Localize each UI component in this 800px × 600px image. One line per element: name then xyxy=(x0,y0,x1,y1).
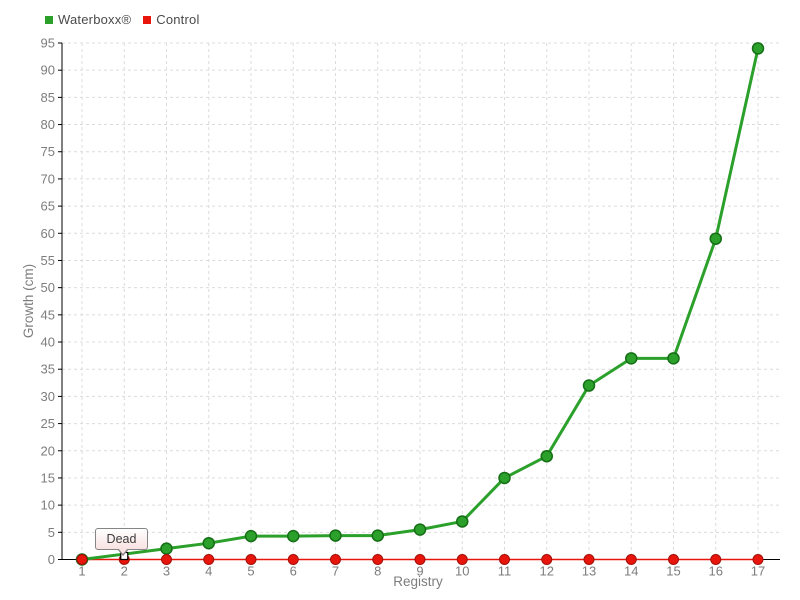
y-tick-label: 0 xyxy=(48,552,55,567)
x-tick-label: 8 xyxy=(374,564,381,579)
y-tick-label: 45 xyxy=(41,307,55,322)
dead-tooltip-label: Dead xyxy=(106,532,137,546)
dead-tooltip: Dead xyxy=(95,528,148,556)
data-point-waterboxx[interactable] xyxy=(667,352,680,365)
y-tick-label: 95 xyxy=(41,36,55,51)
x-tick-label: 5 xyxy=(247,564,254,579)
data-point-waterboxx[interactable] xyxy=(625,352,638,365)
legend-item-control[interactable]: Control xyxy=(143,12,199,27)
x-tick-label: 16 xyxy=(709,564,723,579)
x-tick-label: 13 xyxy=(582,564,596,579)
x-axis-title: Registry xyxy=(393,574,443,589)
x-tick-label: 6 xyxy=(290,564,297,579)
data-point-waterboxx[interactable] xyxy=(456,515,469,528)
data-point-waterboxx[interactable] xyxy=(582,379,596,392)
legend-label: Waterboxx® xyxy=(58,12,132,27)
y-tick-label: 25 xyxy=(41,416,55,431)
data-point-waterboxx[interactable] xyxy=(287,529,300,543)
y-tick-label: 80 xyxy=(41,117,55,132)
y-tick-label: 60 xyxy=(41,226,55,241)
x-tick-label: 1 xyxy=(78,564,85,579)
y-tick-label: 15 xyxy=(41,470,55,485)
data-point-control[interactable] xyxy=(245,554,257,565)
data-point-control[interactable] xyxy=(414,554,426,565)
data-point-waterboxx[interactable] xyxy=(160,542,173,555)
x-tick-label: 15 xyxy=(666,564,680,579)
x-tick-label: 10 xyxy=(455,564,469,579)
data-point-waterboxx[interactable] xyxy=(329,529,342,542)
data-point-control[interactable] xyxy=(287,554,299,565)
y-tick-label: 85 xyxy=(41,90,55,105)
y-tick-label: 65 xyxy=(41,199,55,214)
data-point-waterboxx[interactable] xyxy=(709,232,722,245)
data-point-waterboxx[interactable] xyxy=(413,523,427,536)
x-tick-label: 7 xyxy=(332,564,339,579)
data-point-control[interactable] xyxy=(203,554,215,565)
data-point-control[interactable] xyxy=(752,554,764,565)
data-point-control[interactable] xyxy=(372,554,384,565)
x-tick-label: 3 xyxy=(163,564,170,579)
data-point-control[interactable] xyxy=(161,554,172,565)
data-point-control[interactable] xyxy=(710,554,722,565)
data-point-control[interactable] xyxy=(625,554,637,565)
y-tick-label: 20 xyxy=(41,443,55,458)
data-point-control[interactable] xyxy=(499,554,510,565)
data-point-waterboxx[interactable] xyxy=(498,471,511,485)
data-point-waterboxx[interactable] xyxy=(540,449,553,463)
x-tick-label: 2 xyxy=(121,564,128,579)
y-tick-label: 10 xyxy=(41,498,55,513)
chart-legend: Waterboxx® Control xyxy=(45,12,200,27)
data-point-control[interactable] xyxy=(668,554,679,565)
legend-item-waterboxx[interactable]: Waterboxx® xyxy=(45,12,131,27)
y-tick-label: 40 xyxy=(41,335,55,350)
x-tick-label: 14 xyxy=(624,564,638,579)
legend-swatch-icon xyxy=(143,15,152,24)
data-point-control[interactable] xyxy=(330,554,341,565)
y-tick-label: 90 xyxy=(41,63,55,78)
x-tick-label: 17 xyxy=(751,564,765,579)
y-tick-label: 50 xyxy=(41,280,55,295)
data-point-control[interactable] xyxy=(456,554,468,565)
x-tick-label: 4 xyxy=(205,564,212,579)
data-point-control[interactable] xyxy=(76,554,88,565)
y-tick-label: 55 xyxy=(41,253,55,268)
data-point-control[interactable] xyxy=(541,554,553,565)
y-tick-label: 35 xyxy=(41,362,55,377)
y-tick-label: 30 xyxy=(41,389,55,404)
x-tick-label: 9 xyxy=(416,564,423,579)
y-tick-label: 75 xyxy=(41,144,55,159)
data-point-waterboxx[interactable] xyxy=(244,529,258,543)
x-tick-label: 11 xyxy=(498,564,512,579)
legend-swatch-icon xyxy=(45,15,53,24)
y-axis-title: Growth (cm) xyxy=(21,264,36,338)
data-point-waterboxx[interactable] xyxy=(371,529,384,542)
x-tick-label: 12 xyxy=(540,564,554,579)
y-tick-label: 70 xyxy=(41,171,55,186)
legend-label: Control xyxy=(156,12,200,27)
data-point-waterboxx[interactable] xyxy=(751,42,765,55)
y-tick-label: 5 xyxy=(48,525,55,540)
data-point-waterboxx[interactable] xyxy=(202,536,215,550)
data-point-control[interactable] xyxy=(583,554,595,565)
